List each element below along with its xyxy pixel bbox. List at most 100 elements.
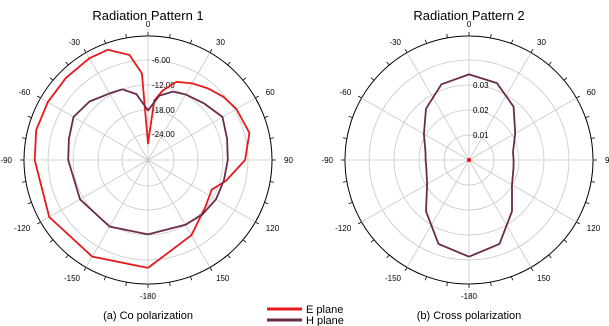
angle-label-90: 90 [605,156,609,165]
angle-tick [370,239,375,243]
polar-chart-co-polarization: Radiation Pattern 1 0 30 60 90 120 150 -… [0,8,293,322]
angle-tick [125,33,127,38]
grid-spoke [361,97,470,161]
angle-tick [255,221,260,225]
angle-tick [264,202,269,205]
grid-spoke [361,159,470,223]
series-group [33,48,251,269]
angle-label-m120: -120 [14,224,31,233]
radial-label: 0.03 [473,81,489,90]
angle-label-0: 0 [146,20,151,29]
angle-tick [209,267,213,272]
grid-spoke [40,97,149,161]
angle-tick [548,254,552,259]
legend: E plane H plane [267,304,344,326]
grid-spoke [147,159,211,268]
angle-tick [190,276,193,281]
angle-label-120: 120 [266,224,280,233]
angle-tick [446,282,448,287]
angle-label-m150: -150 [385,274,402,283]
chart-caption: (b) Cross polarization [417,310,522,322]
angle-tick [65,61,69,66]
angle-label-m90: -90 [321,156,333,165]
radial-label: 0.01 [473,131,489,140]
angle-tick [270,181,275,183]
angle-tick [563,239,568,243]
angle-tick [576,95,581,99]
angle-tick [530,267,534,272]
grid-spoke [468,159,532,268]
angle-tick [404,48,408,53]
grid-spoke [468,97,577,161]
angle-tick [348,202,353,205]
legend-label-h-plane: H plane [306,315,344,326]
angle-tick [591,181,596,183]
angle-tick [563,77,568,81]
angle-label-m30: -30 [68,38,80,47]
angle-tick [264,115,269,118]
angle-tick [424,276,427,281]
radial-label: -24.00 [152,130,175,139]
series-point-e-plane [466,157,472,163]
polar-grid [341,32,597,288]
angle-tick [169,282,171,287]
polar-grid [20,32,276,288]
angle-tick [446,33,448,38]
angle-tick [36,95,41,99]
angle-label-m180: -180 [140,292,157,301]
grid-spoke [406,159,470,268]
angle-label-60: 60 [266,88,275,97]
angle-tick [21,181,26,183]
angle-tick [490,33,492,38]
angle-label-m180: -180 [461,292,478,301]
angle-label-150: 150 [537,274,551,283]
angle-labels: 0 30 60 90 120 150 -180 -150 -120 -90 -6… [0,20,293,301]
radial-labels: -6.00 -12.00 -18.00 -24.00 [152,56,175,139]
grid-spoke [85,159,149,268]
angle-tick [242,239,247,243]
angle-tick [342,137,347,139]
grid-spoke [406,52,470,161]
angle-tick [357,221,362,225]
angle-tick [255,95,260,99]
angle-tick [21,137,26,139]
angle-tick [530,48,534,53]
angle-label-150: 150 [216,274,230,283]
angle-tick [242,77,247,81]
angle-label-30: 30 [216,38,225,47]
angle-tick [49,77,54,81]
polar-chart-cross-polarization: Radiation Pattern 2 0 30 60 90 120 150 -… [321,8,609,322]
chart-title: Radiation Pattern 1 [92,8,203,23]
grid-spoke [147,97,256,161]
angle-tick [209,48,213,53]
angle-tick [490,282,492,287]
angle-tick [386,61,390,66]
angle-tick [511,276,514,281]
angle-tick [348,115,353,118]
angle-label-m90: -90 [0,156,12,165]
angle-tick [424,39,427,44]
grid-spoke [85,52,149,161]
grid-spoke [40,159,149,223]
angle-tick [27,202,32,205]
radial-labels: 0.01 0.02 0.03 [473,81,489,140]
radial-label: -12.00 [152,81,175,90]
angle-label-m60: -60 [340,88,352,97]
angle-tick [83,48,87,53]
angle-label-m150: -150 [64,274,81,283]
angle-tick [511,39,514,44]
angle-label-0: 0 [467,20,472,29]
angle-tick [227,254,231,259]
grid-spoke [468,159,577,223]
angle-tick [270,137,275,139]
angle-tick [83,267,87,272]
angle-label-30: 30 [537,38,546,47]
angle-tick [386,254,390,259]
angle-tick [576,221,581,225]
chart-title: Radiation Pattern 2 [413,8,524,23]
angle-label-90: 90 [284,156,293,165]
angle-tick [591,137,596,139]
angle-tick [342,181,347,183]
grid-spoke [147,52,211,161]
